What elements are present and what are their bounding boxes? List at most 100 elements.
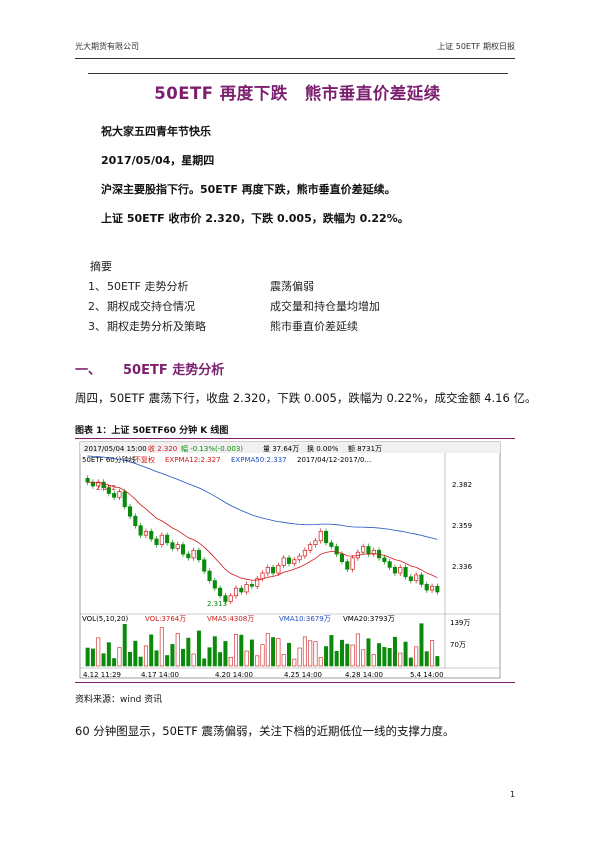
volume-bar xyxy=(175,633,180,667)
volume-bar xyxy=(276,638,281,667)
headline-1: 沪深主要股指下行。50ETF 再度下跌，熊市垂直价差延续。 xyxy=(101,183,396,196)
header-report: 上证 50ETF 期权日报 xyxy=(437,42,515,51)
volume-bar xyxy=(239,634,244,667)
candle-body xyxy=(249,584,254,587)
title-rule xyxy=(88,73,508,74)
candle-body xyxy=(101,481,106,489)
volume-bar xyxy=(218,652,223,667)
candle-body xyxy=(419,574,424,585)
volume-bar xyxy=(165,655,170,667)
candle-body xyxy=(170,542,175,549)
page-title: 50ETF 再度下跌 熊市垂直价差延续 xyxy=(154,84,441,103)
volume-bar xyxy=(313,641,318,667)
candle-body xyxy=(265,566,270,574)
volume-bar xyxy=(281,654,286,667)
vma10-label: VMA10:3679万 xyxy=(279,615,331,623)
candle-body xyxy=(96,481,101,487)
low-label: 2.313 xyxy=(207,600,227,608)
volume-bar xyxy=(297,647,302,667)
candle-body xyxy=(218,587,223,597)
candle-body xyxy=(281,557,286,566)
volume-bar xyxy=(191,653,196,667)
volume-bar xyxy=(435,656,440,667)
volume-bar xyxy=(345,643,350,667)
candle-body xyxy=(398,566,403,574)
candle-body xyxy=(207,570,212,581)
candle-body xyxy=(106,487,111,494)
volume-bar xyxy=(234,633,239,667)
info-turnover: 换 0.00% xyxy=(307,444,339,453)
xtick: 5.4 14:00 xyxy=(410,671,444,679)
volume-bar xyxy=(101,653,106,667)
candle-body xyxy=(403,566,408,578)
candle-body xyxy=(366,546,371,555)
volume-bar xyxy=(106,642,111,667)
candle-body xyxy=(313,540,318,545)
volume-bar xyxy=(377,643,382,667)
vol-tick: 139万 xyxy=(450,619,470,627)
vma20-label: VMA20:3793万 xyxy=(343,615,395,623)
volume-bar xyxy=(196,630,201,667)
candle-body xyxy=(408,576,413,581)
candle-body xyxy=(159,534,164,545)
xtick: 4.25 14:00 xyxy=(284,671,322,679)
volume-bar xyxy=(424,651,429,667)
volume-bar xyxy=(186,637,191,667)
candle-body xyxy=(334,546,339,555)
candle-body xyxy=(133,515,138,527)
chart-adj: 不复权 xyxy=(134,455,155,464)
volume-bar xyxy=(128,651,133,667)
candle-body xyxy=(127,506,133,517)
report-date: 2017/05/04，星期四 xyxy=(101,154,215,167)
candle-body xyxy=(154,538,159,545)
volume-bar xyxy=(387,648,392,667)
candle-body xyxy=(382,557,387,563)
candle-body xyxy=(324,531,329,544)
candle-body xyxy=(165,534,170,544)
summary-topic: 期权走势分析及策略 xyxy=(107,320,206,333)
volume-bar xyxy=(339,639,344,667)
volume-bar xyxy=(96,637,101,667)
candle-body xyxy=(85,478,90,483)
ytick: 2.382 xyxy=(452,481,472,489)
volume-bar xyxy=(149,634,154,667)
candle-body xyxy=(112,493,117,498)
volume-bar xyxy=(371,654,376,667)
candle-body xyxy=(244,584,249,593)
candle-body xyxy=(297,555,302,561)
volume-bar xyxy=(302,636,307,667)
candle-body xyxy=(350,557,355,570)
info-time: 2017/05/04 15:00 xyxy=(84,445,147,453)
candle-body xyxy=(271,566,276,574)
xtick: 4.20 14:00 xyxy=(215,671,253,679)
candle-body xyxy=(212,580,217,589)
candle-body xyxy=(276,565,281,574)
candle-body xyxy=(239,587,244,593)
candle-body xyxy=(191,549,196,559)
section-title: 50ETF 走势分析 xyxy=(123,363,225,378)
figure-caption: 图表 1：上证 50ETF60 分钟 K 线图 xyxy=(75,426,229,436)
candle-body xyxy=(302,549,307,557)
header-company: 光大期货有限公司 xyxy=(75,42,139,51)
greeting: 祝大家五四青年节快乐 xyxy=(101,125,211,138)
candle-body xyxy=(255,578,260,587)
candle-body xyxy=(196,549,201,561)
paragraph-2: 60 分钟图显示，50ETF 震荡偏弱，关注下档的近期低位一线的支撑力度。 xyxy=(75,724,455,738)
volume-bar xyxy=(329,635,334,667)
candle-body xyxy=(180,544,186,555)
volume-bar xyxy=(133,640,138,667)
volume-bar xyxy=(255,655,260,667)
summary-topic: 50ETF 走势分析 xyxy=(107,280,189,293)
section-heading: 一、 50ETF 走势分析 xyxy=(75,359,224,378)
summary-desc: 成交量和持仓量均增加 xyxy=(270,300,380,313)
info-volume: 量 37.64万 xyxy=(263,445,299,453)
info-amount: 额 8731万 xyxy=(348,444,382,453)
volume-bar xyxy=(143,645,148,667)
xtick: 4.17 14:00 xyxy=(141,671,179,679)
summary-desc: 震荡偏弱 xyxy=(270,280,314,293)
volume-bar xyxy=(350,644,355,667)
candle-body xyxy=(339,553,345,563)
header-rule xyxy=(75,58,515,59)
candle-body xyxy=(392,566,398,574)
volume-bar xyxy=(403,641,408,667)
